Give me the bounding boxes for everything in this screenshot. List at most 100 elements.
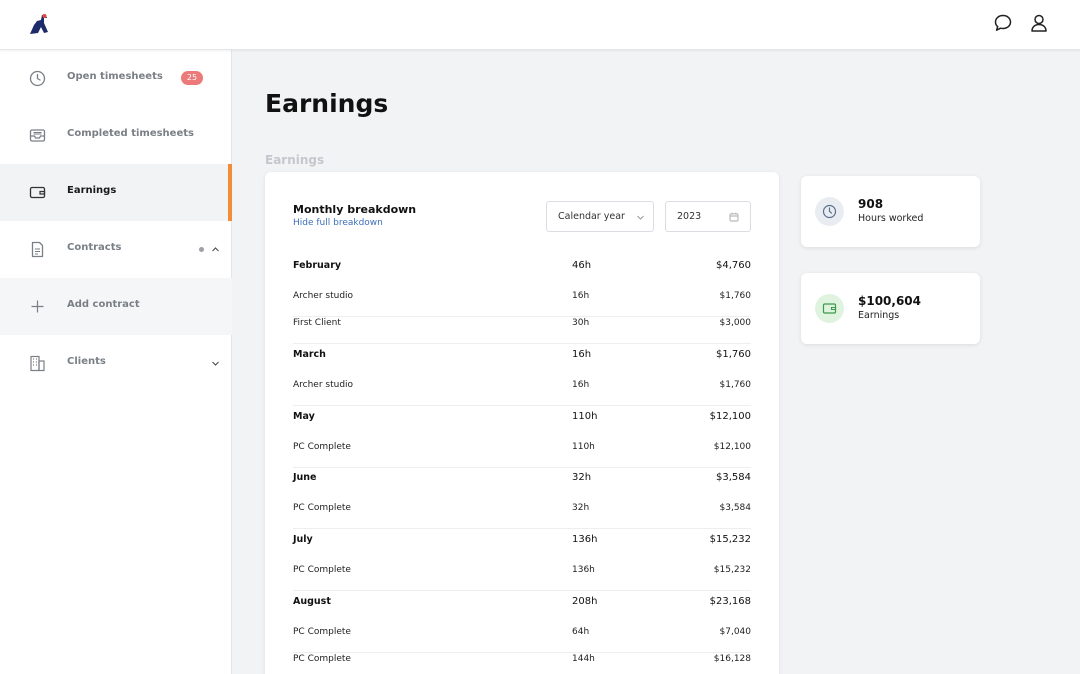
- plus-icon: [31, 300, 44, 313]
- client-amount: $3,584: [719, 503, 752, 513]
- sidebar-item-contracts[interactable]: Contracts: [0, 221, 232, 278]
- month-row: August 208h $23,168: [293, 596, 751, 626]
- sidebar-item-label: Contracts: [67, 242, 122, 253]
- month-amount: $3,584: [716, 472, 751, 483]
- month-row: June 32h $3,584: [293, 472, 751, 502]
- building-icon: [30, 355, 45, 372]
- client-hours: 16h: [572, 380, 590, 390]
- month-amount: $1,760: [716, 349, 751, 360]
- client-amount: $16,128: [713, 654, 751, 664]
- sidebar-item-earnings[interactable]: Earnings: [0, 164, 232, 221]
- client-name: PC Complete: [293, 503, 351, 513]
- sidebar-item-label: Completed timesheets: [67, 128, 194, 139]
- client-name: Archer studio: [293, 380, 354, 390]
- ostrich-logo-icon[interactable]: [27, 12, 51, 36]
- hide-breakdown-link[interactable]: Hide full breakdown: [293, 218, 383, 228]
- month-amount: $4,760: [716, 260, 751, 271]
- client-name: Archer studio: [293, 291, 354, 301]
- card-title: Monthly breakdown: [293, 203, 417, 216]
- client-hours: 30h: [572, 318, 590, 328]
- month-name: August: [293, 596, 331, 607]
- month-name: March: [293, 349, 326, 360]
- period-select-value: Calendar year: [558, 211, 625, 222]
- hours-worked-card: 908 Hours worked: [801, 176, 980, 247]
- client-row: PC Complete 136h $15,232: [293, 565, 751, 591]
- stat-label: Earnings: [858, 310, 900, 321]
- client-amount: $15,232: [713, 565, 751, 575]
- year-picker[interactable]: 2023: [665, 201, 751, 232]
- wallet-icon: [29, 186, 46, 199]
- month-name: July: [293, 534, 313, 545]
- client-name: PC Complete: [293, 654, 351, 664]
- chevron-down-icon[interactable]: [211, 359, 220, 368]
- client-hours: 64h: [572, 627, 590, 637]
- month-hours: 16h: [572, 349, 592, 360]
- month-name: June: [293, 472, 317, 483]
- section-label: Earnings: [265, 153, 325, 167]
- year-value: 2023: [677, 211, 702, 222]
- status-dot: [199, 247, 204, 252]
- client-hours: 110h: [572, 442, 595, 452]
- client-amount: $3,000: [719, 318, 752, 328]
- client-amount: $1,760: [719, 380, 752, 390]
- client-row: PC Complete 110h $12,100: [293, 442, 751, 468]
- stat-value: 908: [858, 197, 884, 211]
- wallet-icon: [822, 303, 837, 314]
- sidebar-item-add-contract[interactable]: Add contract: [0, 278, 232, 335]
- chat-bubble-icon[interactable]: [993, 13, 1013, 33]
- month-row: May 110h $12,100: [293, 411, 751, 441]
- month-row: February 46h $4,760: [293, 260, 751, 290]
- client-row: PC Complete 144h $16,128: [293, 654, 751, 674]
- document-icon: [31, 241, 44, 258]
- client-row: PC Complete 64h $7,040: [293, 627, 751, 653]
- monthly-breakdown-card: Monthly breakdown Hide full breakdown Ca…: [265, 172, 779, 674]
- client-amount: $7,040: [719, 627, 752, 637]
- user-icon[interactable]: [1029, 13, 1049, 33]
- count-badge: 25: [181, 71, 203, 85]
- month-amount: $12,100: [709, 411, 751, 422]
- inbox-icon: [29, 129, 46, 142]
- earnings-card: $100,604 Earnings: [801, 273, 980, 344]
- chevron-up-icon[interactable]: [211, 245, 220, 254]
- client-hours: 144h: [572, 654, 595, 664]
- client-amount: $1,760: [719, 291, 752, 301]
- period-select[interactable]: Calendar year: [546, 201, 654, 232]
- stat-icon-circle: [815, 197, 844, 226]
- client-row: First Client 30h $3,000: [293, 318, 751, 344]
- month-hours: 136h: [572, 534, 598, 545]
- month-hours: 110h: [572, 411, 598, 422]
- client-name: First Client: [293, 318, 341, 328]
- clock-icon: [822, 204, 837, 219]
- client-name: PC Complete: [293, 442, 351, 452]
- page-title: Earnings: [265, 89, 389, 118]
- client-name: PC Complete: [293, 565, 351, 575]
- calendar-icon: [729, 212, 739, 222]
- sidebar: Open timesheets 25 Completed timesheets …: [0, 50, 232, 674]
- sidebar-item-clients[interactable]: Clients: [0, 335, 232, 392]
- clock-icon: [29, 70, 46, 87]
- top-bar: [0, 0, 1080, 50]
- client-row: Archer studio 16h $1,760: [293, 291, 751, 317]
- sidebar-item-label: Open timesheets: [67, 71, 163, 82]
- month-hours: 208h: [572, 596, 598, 607]
- client-hours: 16h: [572, 291, 590, 301]
- client-name: PC Complete: [293, 627, 351, 637]
- month-name: February: [293, 260, 342, 271]
- sidebar-item-label: Add contract: [67, 299, 140, 310]
- client-row: Archer studio 16h $1,760: [293, 380, 751, 406]
- client-hours: 136h: [572, 565, 595, 575]
- month-hours: 46h: [572, 260, 592, 271]
- sidebar-item-completed-timesheets[interactable]: Completed timesheets: [0, 107, 232, 164]
- sidebar-item-open-timesheets[interactable]: Open timesheets 25: [0, 50, 232, 107]
- stat-label: Hours worked: [858, 213, 924, 224]
- month-amount: $23,168: [709, 596, 751, 607]
- stat-value: $100,604: [858, 294, 922, 308]
- month-hours: 32h: [572, 472, 592, 483]
- stat-icon-circle: [815, 294, 844, 323]
- month-name: May: [293, 411, 315, 422]
- month-row: July 136h $15,232: [293, 534, 751, 564]
- month-row: March 16h $1,760: [293, 349, 751, 379]
- client-amount: $12,100: [713, 442, 751, 452]
- client-row: PC Complete 32h $3,584: [293, 503, 751, 529]
- chevron-down-icon: [637, 215, 644, 220]
